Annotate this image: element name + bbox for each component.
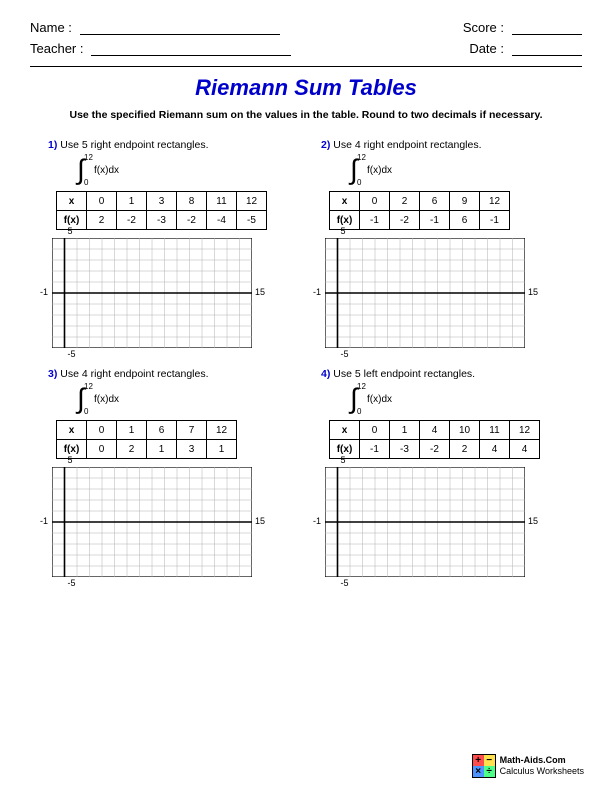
problem-prompt: 3) Use 4 right endpoint rectangles. bbox=[48, 368, 291, 380]
score-label: Score : bbox=[463, 20, 504, 35]
problem-prompt: 1) Use 5 right endpoint rectangles. bbox=[48, 139, 291, 151]
table-row: x014101112 bbox=[330, 421, 540, 440]
divider bbox=[30, 66, 582, 67]
teacher-blank[interactable] bbox=[91, 55, 291, 56]
problem-2: 2) Use 4 right endpoint rectangles. ∫ 12… bbox=[321, 139, 564, 354]
problem-number: 2) bbox=[321, 139, 330, 151]
integral-symbol: ∫ 12 0 bbox=[70, 155, 92, 185]
score-field: Score : bbox=[463, 20, 582, 35]
logo-cell: ÷ bbox=[484, 766, 495, 777]
grid-label-top: 5 bbox=[68, 226, 73, 236]
grid-label-right: 15 bbox=[528, 287, 538, 297]
date-field: Date : bbox=[469, 41, 582, 56]
integral-expr: ∫ 12 0 f(x)dx bbox=[343, 384, 564, 414]
logo-cell: × bbox=[473, 766, 484, 777]
name-label: Name : bbox=[30, 20, 72, 35]
grid-label-bottom: -5 bbox=[68, 349, 76, 359]
problem-prompt: 2) Use 4 right endpoint rectangles. bbox=[321, 139, 564, 151]
name-field: Name : bbox=[30, 20, 280, 35]
grid-label-left: -1 bbox=[40, 287, 48, 297]
table-row: f(x)-1-2-16-1 bbox=[330, 211, 510, 230]
grid-label-top: 5 bbox=[341, 226, 346, 236]
grid-label-top: 5 bbox=[341, 455, 346, 465]
integral-body: f(x)dx bbox=[94, 165, 119, 176]
problem-number: 1) bbox=[48, 139, 57, 151]
problem-text: Use 4 right endpoint rectangles. bbox=[60, 368, 208, 380]
logo-cell: − bbox=[484, 755, 495, 766]
name-blank[interactable] bbox=[80, 34, 280, 35]
table-row: f(x)02131 bbox=[57, 440, 237, 459]
problem-prompt: 4) Use 5 left endpoint rectangles. bbox=[321, 368, 564, 380]
value-table: x016712 f(x)02131 bbox=[56, 420, 237, 459]
footer-logo: +−×÷ bbox=[472, 754, 496, 778]
integral-body: f(x)dx bbox=[367, 165, 392, 176]
grid-label-left: -1 bbox=[313, 516, 321, 526]
problem-number: 3) bbox=[48, 368, 57, 380]
value-table: x014101112 f(x)-1-3-2244 bbox=[329, 420, 540, 459]
grid-label-top: 5 bbox=[68, 455, 73, 465]
table-row: x016712 bbox=[57, 421, 237, 440]
grid-label-bottom: -5 bbox=[341, 578, 349, 588]
table-row: x026912 bbox=[330, 192, 510, 211]
table-row: f(x)-1-3-2244 bbox=[330, 440, 540, 459]
problem-3: 3) Use 4 right endpoint rectangles. ∫ 12… bbox=[48, 368, 291, 583]
coordinate-grid: -1 15 5 -5 bbox=[325, 238, 545, 354]
coordinate-grid: -1 15 5 -5 bbox=[52, 238, 272, 354]
integral-expr: ∫ 12 0 f(x)dx bbox=[70, 155, 291, 185]
value-table: x01381112 f(x)2-2-3-2-4-5 bbox=[56, 191, 267, 230]
grid-label-right: 15 bbox=[528, 516, 538, 526]
score-blank[interactable] bbox=[512, 34, 582, 35]
problems-grid: 1) Use 5 right endpoint rectangles. ∫ 12… bbox=[30, 139, 582, 583]
teacher-field: Teacher : bbox=[30, 41, 291, 56]
problem-4: 4) Use 5 left endpoint rectangles. ∫ 12 … bbox=[321, 368, 564, 583]
problem-number: 4) bbox=[321, 368, 330, 380]
grid-label-right: 15 bbox=[255, 287, 265, 297]
integral-symbol: ∫ 12 0 bbox=[70, 384, 92, 414]
integral-symbol: ∫ 12 0 bbox=[343, 155, 365, 185]
footer-line2: Calculus Worksheets bbox=[500, 766, 584, 777]
table-row: x01381112 bbox=[57, 192, 267, 211]
footer: +−×÷ Math-Aids.Com Calculus Worksheets bbox=[472, 754, 584, 778]
problem-text: Use 4 right endpoint rectangles. bbox=[333, 139, 481, 151]
integral-expr: ∫ 12 0 f(x)dx bbox=[343, 155, 564, 185]
coordinate-grid: -1 15 5 -5 bbox=[325, 467, 545, 583]
logo-cell: + bbox=[473, 755, 484, 766]
page-title: Riemann Sum Tables bbox=[30, 75, 582, 101]
table-row: f(x)2-2-3-2-4-5 bbox=[57, 211, 267, 230]
value-table: x026912 f(x)-1-2-16-1 bbox=[329, 191, 510, 230]
problem-text: Use 5 right endpoint rectangles. bbox=[60, 139, 208, 151]
integral-body: f(x)dx bbox=[367, 394, 392, 405]
date-label: Date : bbox=[469, 41, 504, 56]
instructions: Use the specified Riemann sum on the val… bbox=[30, 109, 582, 121]
grid-label-left: -1 bbox=[313, 287, 321, 297]
integral-symbol: ∫ 12 0 bbox=[343, 384, 365, 414]
problem-1: 1) Use 5 right endpoint rectangles. ∫ 12… bbox=[48, 139, 291, 354]
date-blank[interactable] bbox=[512, 55, 582, 56]
grid-label-right: 15 bbox=[255, 516, 265, 526]
integral-body: f(x)dx bbox=[94, 394, 119, 405]
integral-expr: ∫ 12 0 f(x)dx bbox=[70, 384, 291, 414]
grid-label-bottom: -5 bbox=[68, 578, 76, 588]
grid-label-bottom: -5 bbox=[341, 349, 349, 359]
footer-line1: Math-Aids.Com bbox=[500, 755, 584, 766]
coordinate-grid: -1 15 5 -5 bbox=[52, 467, 272, 583]
problem-text: Use 5 left endpoint rectangles. bbox=[333, 368, 475, 380]
grid-label-left: -1 bbox=[40, 516, 48, 526]
teacher-label: Teacher : bbox=[30, 41, 83, 56]
